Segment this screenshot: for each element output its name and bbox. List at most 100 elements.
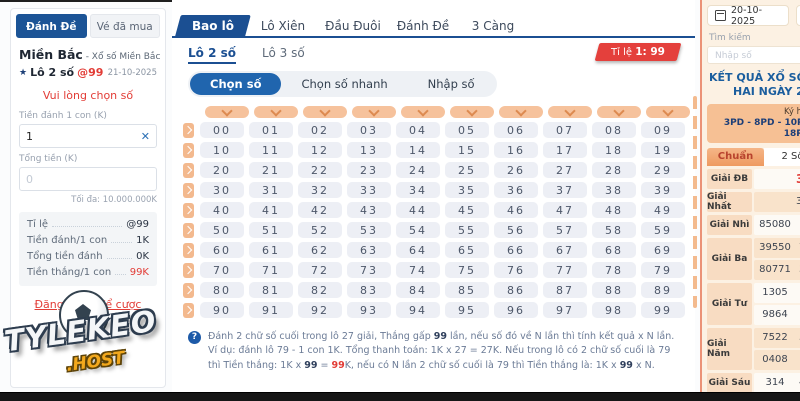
column-select-button-2[interactable] bbox=[303, 104, 347, 118]
number-cell-82[interactable]: 82 bbox=[298, 282, 342, 298]
number-cell-73[interactable]: 73 bbox=[347, 262, 391, 278]
number-cell-07[interactable]: 07 bbox=[543, 122, 587, 138]
number-cell-16[interactable]: 16 bbox=[494, 142, 538, 158]
number-cell-93[interactable]: 93 bbox=[347, 302, 391, 318]
row-select-button-9[interactable] bbox=[183, 302, 194, 318]
view-tab-chuan[interactable]: Chuẩn bbox=[707, 147, 764, 166]
number-cell-87[interactable]: 87 bbox=[543, 282, 587, 298]
number-cell-55[interactable]: 55 bbox=[445, 222, 489, 238]
number-cell-38[interactable]: 38 bbox=[592, 182, 636, 198]
result-date-picker[interactable]: 20-10-2025 bbox=[707, 5, 789, 27]
number-cell-42[interactable]: 42 bbox=[298, 202, 342, 218]
number-cell-68[interactable]: 68 bbox=[592, 242, 636, 258]
grid-scrollbar[interactable] bbox=[693, 96, 697, 308]
number-cell-78[interactable]: 78 bbox=[592, 262, 636, 278]
number-cell-46[interactable]: 46 bbox=[494, 202, 538, 218]
column-select-button-1[interactable] bbox=[254, 104, 298, 118]
number-cell-79[interactable]: 79 bbox=[641, 262, 685, 278]
number-cell-58[interactable]: 58 bbox=[592, 222, 636, 238]
number-cell-65[interactable]: 65 bbox=[445, 242, 489, 258]
row-select-button-5[interactable] bbox=[183, 222, 194, 238]
subtab-lo-2-so[interactable]: Lô 2 số bbox=[188, 43, 236, 64]
column-select-button-6[interactable] bbox=[499, 104, 543, 118]
column-select-button-8[interactable] bbox=[597, 104, 641, 118]
number-cell-69[interactable]: 69 bbox=[641, 242, 685, 258]
number-cell-35[interactable]: 35 bbox=[445, 182, 489, 198]
number-cell-50[interactable]: 50 bbox=[200, 222, 244, 238]
number-cell-52[interactable]: 52 bbox=[298, 222, 342, 238]
row-select-button-2[interactable] bbox=[183, 162, 194, 178]
number-cell-95[interactable]: 95 bbox=[445, 302, 489, 318]
number-cell-84[interactable]: 84 bbox=[396, 282, 440, 298]
number-cell-40[interactable]: 40 bbox=[200, 202, 244, 218]
number-cell-85[interactable]: 85 bbox=[445, 282, 489, 298]
number-cell-17[interactable]: 17 bbox=[543, 142, 587, 158]
number-cell-47[interactable]: 47 bbox=[543, 202, 587, 218]
number-cell-18[interactable]: 18 bbox=[592, 142, 636, 158]
column-select-button-9[interactable] bbox=[646, 104, 690, 118]
number-cell-92[interactable]: 92 bbox=[298, 302, 342, 318]
number-cell-77[interactable]: 77 bbox=[543, 262, 587, 278]
number-cell-98[interactable]: 98 bbox=[592, 302, 636, 318]
number-cell-27[interactable]: 27 bbox=[543, 162, 587, 178]
number-cell-14[interactable]: 14 bbox=[396, 142, 440, 158]
number-cell-34[interactable]: 34 bbox=[396, 182, 440, 198]
number-cell-30[interactable]: 30 bbox=[200, 182, 244, 198]
sidebar-tab-anh-e[interactable]: Đánh Đề bbox=[16, 14, 87, 38]
login-to-bet-link[interactable]: Đăng nhập để cược bbox=[34, 298, 142, 311]
number-cell-90[interactable]: 90 bbox=[200, 302, 244, 318]
number-cell-57[interactable]: 57 bbox=[543, 222, 587, 238]
number-cell-01[interactable]: 01 bbox=[249, 122, 293, 138]
number-cell-08[interactable]: 08 bbox=[592, 122, 636, 138]
number-cell-23[interactable]: 23 bbox=[347, 162, 391, 178]
number-cell-72[interactable]: 72 bbox=[298, 262, 342, 278]
row-select-button-0[interactable] bbox=[183, 122, 194, 138]
number-cell-25[interactable]: 25 bbox=[445, 162, 489, 178]
number-cell-63[interactable]: 63 bbox=[347, 242, 391, 258]
number-cell-19[interactable]: 19 bbox=[641, 142, 685, 158]
number-cell-60[interactable]: 60 bbox=[200, 242, 244, 258]
number-cell-21[interactable]: 21 bbox=[249, 162, 293, 178]
number-cell-48[interactable]: 48 bbox=[592, 202, 636, 218]
tab-au-uoi[interactable]: Đầu Đuôi bbox=[318, 15, 388, 36]
number-cell-96[interactable]: 96 bbox=[494, 302, 538, 318]
sidebar-tab-ve-a-mua[interactable]: Vé đã mua bbox=[89, 14, 160, 38]
number-cell-44[interactable]: 44 bbox=[396, 202, 440, 218]
row-select-button-4[interactable] bbox=[183, 202, 194, 218]
number-cell-36[interactable]: 36 bbox=[494, 182, 538, 198]
number-cell-94[interactable]: 94 bbox=[396, 302, 440, 318]
number-cell-88[interactable]: 88 bbox=[592, 282, 636, 298]
number-cell-67[interactable]: 67 bbox=[543, 242, 587, 258]
number-cell-39[interactable]: 39 bbox=[641, 182, 685, 198]
number-cell-61[interactable]: 61 bbox=[249, 242, 293, 258]
number-cell-89[interactable]: 89 bbox=[641, 282, 685, 298]
row-select-button-6[interactable] bbox=[183, 242, 194, 258]
column-select-button-0[interactable] bbox=[205, 104, 249, 118]
number-cell-41[interactable]: 41 bbox=[249, 202, 293, 218]
number-cell-81[interactable]: 81 bbox=[249, 282, 293, 298]
total-input[interactable]: 0 bbox=[19, 167, 157, 191]
search-input[interactable]: Nhập số bbox=[707, 46, 800, 64]
column-select-button-7[interactable] bbox=[548, 104, 592, 118]
tab-bao-lo[interactable]: Bao lô bbox=[178, 15, 248, 36]
number-cell-83[interactable]: 83 bbox=[347, 282, 391, 298]
number-cell-02[interactable]: 02 bbox=[298, 122, 342, 138]
number-cell-71[interactable]: 71 bbox=[249, 262, 293, 278]
number-cell-09[interactable]: 09 bbox=[641, 122, 685, 138]
row-select-button-8[interactable] bbox=[183, 282, 194, 298]
tab-anh-e[interactable]: Đánh Đề bbox=[388, 15, 458, 36]
column-select-button-3[interactable] bbox=[352, 104, 396, 118]
number-cell-99[interactable]: 99 bbox=[641, 302, 685, 318]
number-cell-86[interactable]: 86 bbox=[494, 282, 538, 298]
column-select-button-5[interactable] bbox=[450, 104, 494, 118]
number-cell-49[interactable]: 49 bbox=[641, 202, 685, 218]
number-cell-33[interactable]: 33 bbox=[347, 182, 391, 198]
subtab-lo-3-so[interactable]: Lô 3 số bbox=[261, 45, 305, 60]
number-cell-51[interactable]: 51 bbox=[249, 222, 293, 238]
number-cell-26[interactable]: 26 bbox=[494, 162, 538, 178]
stake-input[interactable]: 1 ✕ bbox=[19, 124, 157, 148]
row-select-button-7[interactable] bbox=[183, 262, 194, 278]
number-cell-70[interactable]: 70 bbox=[200, 262, 244, 278]
number-cell-15[interactable]: 15 bbox=[445, 142, 489, 158]
number-cell-37[interactable]: 37 bbox=[543, 182, 587, 198]
